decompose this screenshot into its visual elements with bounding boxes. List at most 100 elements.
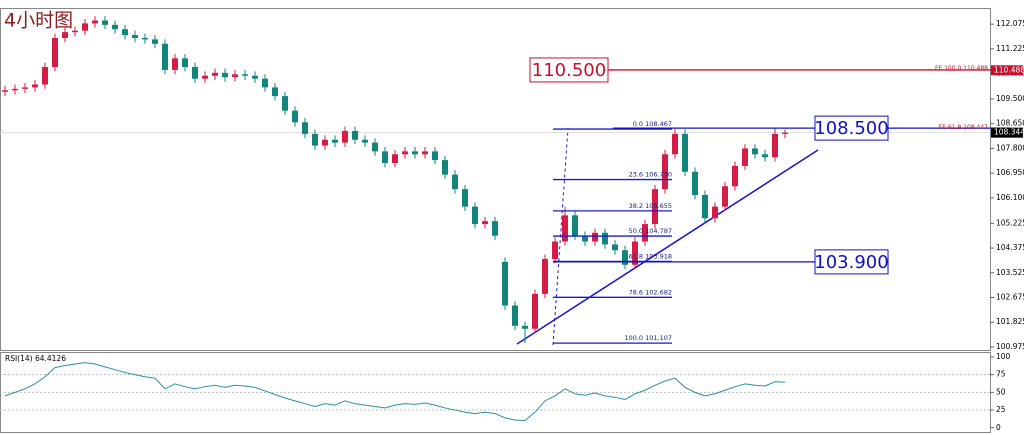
candle-body bbox=[502, 261, 508, 306]
candle-body bbox=[352, 131, 358, 140]
candle-body bbox=[482, 221, 488, 225]
y-tick-label: 106.100 bbox=[996, 193, 1024, 202]
candle-body bbox=[62, 32, 68, 38]
y-tick-label: 104.375 bbox=[996, 243, 1024, 252]
candle-body bbox=[82, 23, 88, 31]
y-tick-label: 107.800 bbox=[996, 143, 1024, 152]
candle-body bbox=[182, 58, 188, 68]
candle-body bbox=[232, 74, 238, 78]
candle-body bbox=[722, 186, 728, 207]
fe-label: FE 61.8 108.447 bbox=[939, 124, 988, 131]
candle-body bbox=[372, 142, 378, 152]
candle-body bbox=[32, 84, 38, 88]
candle-body bbox=[362, 139, 368, 143]
axis-tag bbox=[991, 65, 1023, 76]
candle-body bbox=[672, 133, 678, 155]
candle-body bbox=[252, 75, 258, 79]
y-tick-label: 108.650 bbox=[996, 119, 1024, 128]
fe-label: FE 100.0 110.488 bbox=[935, 65, 988, 72]
candle-body bbox=[632, 241, 638, 265]
candle-body bbox=[322, 139, 328, 146]
candle-body bbox=[302, 122, 308, 134]
candle-body bbox=[602, 232, 608, 245]
candle-body bbox=[762, 154, 768, 158]
rsi-title: RSI(14) 64.4126 bbox=[5, 354, 66, 363]
candle-body bbox=[522, 325, 528, 329]
candle-body bbox=[772, 133, 778, 158]
main-panel bbox=[0, 8, 991, 351]
candle-body bbox=[642, 224, 648, 242]
candle-body bbox=[202, 75, 208, 79]
candle-body bbox=[72, 30, 78, 33]
candle-body bbox=[752, 148, 758, 155]
candle-body bbox=[582, 235, 588, 242]
y-tick-label: 100 bbox=[996, 352, 1011, 361]
candle-body bbox=[132, 35, 138, 38]
candle-body bbox=[22, 87, 28, 89]
candle-body bbox=[312, 133, 318, 146]
candle-body bbox=[282, 96, 288, 111]
level-box bbox=[814, 249, 889, 275]
candle-body bbox=[622, 250, 628, 265]
candle-body bbox=[712, 206, 718, 219]
candle-body bbox=[782, 132, 788, 134]
candle-body bbox=[452, 174, 458, 190]
fib-label: 61.8 103.918 bbox=[629, 252, 672, 260]
level-label: 110.500 bbox=[532, 60, 606, 81]
y-tick-label: 25 bbox=[996, 405, 1006, 414]
y-tick-label: 101.825 bbox=[996, 317, 1024, 326]
candle-body bbox=[702, 194, 708, 219]
candle-body bbox=[652, 189, 658, 225]
y-tick-label: 109.500 bbox=[996, 94, 1024, 103]
candle-body bbox=[612, 244, 618, 251]
candle-body bbox=[112, 24, 118, 30]
y-tick-label: 75 bbox=[996, 370, 1006, 379]
level-label: 103.900 bbox=[814, 252, 888, 273]
candle-body bbox=[152, 39, 158, 44]
y-tick-label: 106.950 bbox=[996, 168, 1024, 177]
candle-body bbox=[292, 110, 298, 123]
candle-body bbox=[442, 160, 448, 175]
candle-body bbox=[472, 206, 478, 225]
candle-body bbox=[162, 43, 168, 70]
axis-tag-label: 110.488 bbox=[994, 65, 1024, 74]
candle-body bbox=[432, 151, 438, 161]
candle-body bbox=[122, 29, 128, 36]
candle-body bbox=[342, 131, 348, 143]
y-tick-label: 105.225 bbox=[996, 218, 1024, 227]
candle-body bbox=[2, 90, 8, 92]
candle-body bbox=[742, 148, 748, 166]
candle-body bbox=[262, 78, 268, 88]
y-tick-label: 112.075 bbox=[996, 19, 1024, 28]
candle-body bbox=[732, 165, 738, 187]
candle-body bbox=[682, 133, 688, 172]
candle-body bbox=[382, 151, 388, 164]
trend-line bbox=[516, 149, 819, 345]
y-tick-label: 50 bbox=[996, 387, 1006, 396]
y-tick-label: 102.675 bbox=[996, 293, 1024, 302]
fib-label: 78.6 102.682 bbox=[629, 288, 672, 296]
y-tick-label: 100.975 bbox=[996, 342, 1024, 351]
level-box bbox=[814, 115, 889, 141]
candle-body bbox=[242, 74, 248, 76]
candle-body bbox=[692, 171, 698, 195]
level-box bbox=[529, 57, 609, 83]
fib-label: 0.0 108.467 bbox=[633, 120, 672, 128]
axis-tag bbox=[991, 127, 1023, 138]
candle-body bbox=[52, 37, 58, 68]
candle-body bbox=[562, 215, 568, 242]
candle-body bbox=[42, 67, 48, 85]
candle-body bbox=[102, 20, 108, 25]
candle-body bbox=[92, 20, 98, 24]
candle-body bbox=[272, 87, 278, 97]
fib-label: 38.2 105.655 bbox=[629, 202, 672, 210]
candle-body bbox=[192, 67, 198, 79]
level-label: 108.500 bbox=[814, 118, 888, 139]
candle-body bbox=[572, 215, 578, 236]
chart-title: 4小时图 bbox=[4, 10, 73, 32]
candle-body bbox=[142, 37, 148, 40]
y-tick-label: 111.225 bbox=[996, 44, 1024, 53]
candle-body bbox=[222, 72, 228, 78]
